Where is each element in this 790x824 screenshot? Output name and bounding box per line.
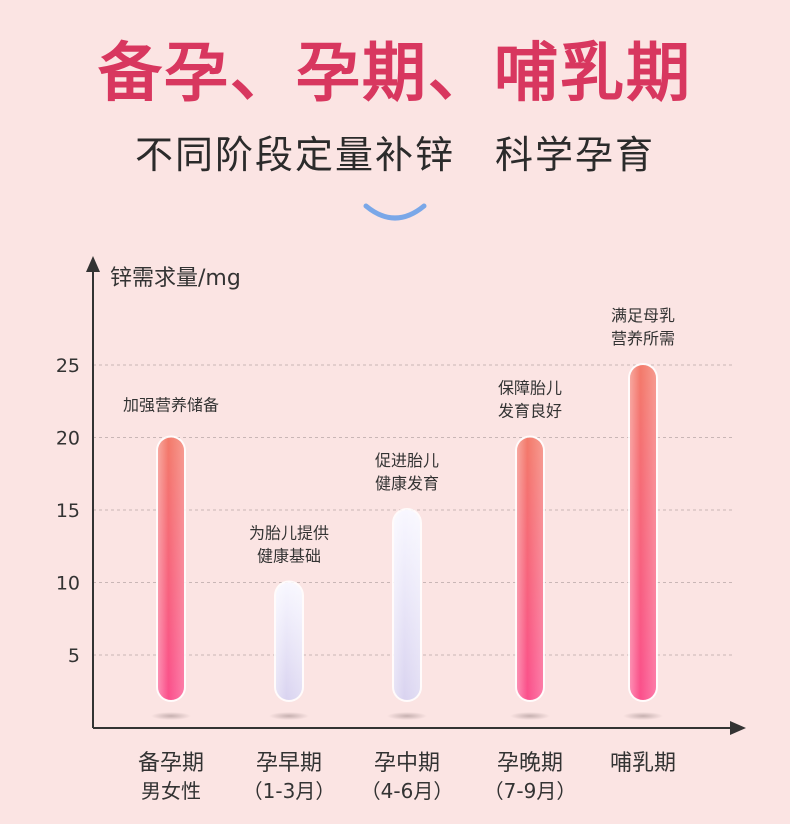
- bar-highlight: [517, 437, 543, 700]
- x-tick-label: 备孕期: [138, 751, 204, 776]
- bar-highlight: [158, 437, 184, 700]
- y-tick-label: 5: [68, 645, 80, 667]
- bar-annotation: 营养所需: [611, 329, 675, 348]
- bar-annotation: 发育良好: [498, 402, 562, 421]
- bar-shadow: [151, 712, 191, 720]
- bar-highlight: [630, 365, 656, 700]
- x-tick-label: 孕中期: [374, 751, 440, 776]
- x-axis-arrow: [730, 721, 746, 735]
- bar-annotation: 促进胎儿: [375, 451, 439, 470]
- y-axis-label: 锌需求量/mg: [110, 266, 241, 291]
- x-tick-label: （1-3月）: [243, 779, 336, 803]
- bar-highlight: [276, 582, 302, 700]
- x-tick-label: 哺乳期: [610, 751, 676, 776]
- bar-annotation: 满足母乳: [611, 306, 675, 325]
- page-title: 备孕、孕期、哺乳期: [98, 37, 692, 111]
- bar-annotation: 为胎儿提供: [249, 524, 329, 543]
- x-tick-label: （7-9月）: [484, 779, 577, 803]
- y-tick-label: 20: [56, 428, 80, 450]
- bar-annotation: 加强营养储备: [123, 396, 219, 415]
- y-tick-label: 15: [56, 500, 80, 522]
- bar-annotation: 健康基础: [257, 547, 321, 566]
- bar-annotation: 健康发育: [375, 474, 439, 493]
- bar-highlight: [394, 510, 420, 700]
- bar-annotation: 保障胎儿: [498, 379, 562, 398]
- smile-icon: [363, 203, 427, 221]
- bar-shadow: [623, 712, 663, 720]
- x-tick-label: 孕早期: [256, 751, 322, 776]
- x-tick-label: 男女性: [141, 779, 201, 803]
- y-axis-arrow: [86, 256, 100, 272]
- bar-shadow: [387, 712, 427, 720]
- bar-shadow: [510, 712, 550, 720]
- y-tick-label: 10: [56, 573, 80, 595]
- x-tick-label: 孕晚期: [497, 751, 563, 776]
- bar-shadow: [269, 712, 309, 720]
- page-subtitle: 不同阶段定量补锌 科学孕育: [134, 133, 655, 177]
- x-tick-label: （4-6月）: [361, 779, 454, 803]
- y-tick-label: 25: [56, 355, 80, 377]
